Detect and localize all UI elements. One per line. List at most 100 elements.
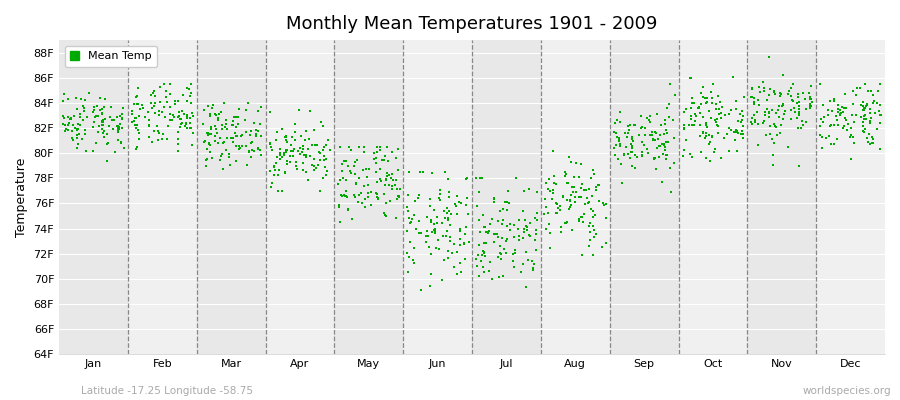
Point bbox=[454, 228, 468, 234]
Point bbox=[358, 204, 373, 210]
Point bbox=[344, 146, 358, 153]
Point bbox=[545, 189, 560, 196]
Point bbox=[87, 119, 102, 125]
Point bbox=[873, 102, 887, 108]
Point bbox=[345, 170, 359, 177]
Point bbox=[775, 102, 789, 109]
Point bbox=[443, 233, 457, 240]
Point bbox=[619, 144, 634, 150]
Point bbox=[734, 131, 749, 138]
Point bbox=[786, 98, 800, 104]
Point bbox=[471, 252, 485, 258]
Point bbox=[776, 72, 790, 78]
Point bbox=[705, 133, 719, 140]
Point bbox=[734, 108, 749, 114]
Point bbox=[448, 201, 463, 208]
Point bbox=[784, 93, 798, 99]
Point bbox=[248, 131, 263, 138]
Point bbox=[127, 118, 141, 124]
Point bbox=[224, 135, 238, 141]
Point bbox=[216, 166, 230, 172]
Point bbox=[591, 182, 606, 188]
Point bbox=[289, 162, 303, 169]
Point bbox=[554, 202, 568, 209]
Point bbox=[666, 135, 680, 142]
Point bbox=[702, 132, 716, 138]
Point bbox=[163, 91, 177, 98]
Point bbox=[56, 113, 70, 120]
Point bbox=[144, 91, 158, 98]
Point bbox=[93, 95, 107, 101]
Point bbox=[292, 107, 306, 113]
Point bbox=[617, 130, 632, 136]
Point bbox=[550, 210, 564, 216]
Point bbox=[804, 103, 818, 110]
Point bbox=[853, 102, 868, 109]
Point bbox=[211, 130, 225, 136]
Point bbox=[501, 200, 516, 206]
Point bbox=[487, 231, 501, 237]
Point bbox=[400, 250, 414, 256]
Point bbox=[418, 239, 433, 245]
Point bbox=[214, 108, 229, 115]
Point bbox=[207, 122, 221, 129]
Point bbox=[130, 92, 144, 99]
Point bbox=[110, 123, 124, 130]
Point bbox=[662, 101, 676, 108]
Point bbox=[317, 157, 331, 164]
Point bbox=[332, 219, 347, 225]
Point bbox=[283, 152, 297, 159]
Point bbox=[202, 112, 217, 119]
Point bbox=[634, 124, 648, 131]
Point bbox=[437, 207, 452, 214]
Point bbox=[636, 141, 651, 148]
Point bbox=[343, 168, 357, 174]
Point bbox=[724, 106, 738, 113]
Point bbox=[136, 105, 150, 112]
Point bbox=[357, 144, 372, 150]
Point bbox=[264, 143, 278, 150]
Point bbox=[729, 98, 743, 104]
Point bbox=[391, 186, 405, 192]
Point bbox=[547, 180, 562, 186]
Point bbox=[774, 90, 788, 97]
Point bbox=[748, 118, 762, 125]
Point bbox=[240, 162, 255, 169]
Point bbox=[347, 193, 362, 200]
Point bbox=[479, 228, 493, 235]
Point bbox=[378, 212, 392, 218]
Point bbox=[657, 131, 671, 137]
Point bbox=[428, 228, 443, 234]
Point bbox=[598, 215, 613, 221]
Point bbox=[213, 157, 228, 163]
Point bbox=[197, 139, 211, 146]
Point bbox=[858, 105, 872, 112]
Point bbox=[728, 106, 742, 112]
Point bbox=[612, 136, 626, 143]
Point bbox=[762, 92, 777, 98]
Point bbox=[336, 175, 350, 181]
Point bbox=[95, 118, 110, 125]
Point bbox=[72, 131, 86, 137]
Point bbox=[500, 223, 514, 229]
Point bbox=[320, 168, 334, 174]
Point bbox=[184, 100, 199, 106]
Point bbox=[714, 155, 728, 161]
Point bbox=[496, 217, 510, 223]
Point bbox=[78, 131, 93, 137]
Point bbox=[729, 126, 743, 133]
Point bbox=[685, 100, 699, 106]
Point bbox=[309, 164, 323, 171]
Point bbox=[198, 163, 212, 170]
Point bbox=[171, 98, 185, 104]
Point bbox=[342, 144, 356, 150]
Point bbox=[338, 177, 353, 183]
Point bbox=[794, 124, 808, 131]
Point bbox=[499, 250, 513, 256]
Point bbox=[449, 270, 464, 277]
Point bbox=[158, 88, 173, 94]
Point bbox=[702, 141, 716, 148]
Point bbox=[263, 140, 277, 147]
Point bbox=[430, 214, 445, 221]
Point bbox=[591, 182, 606, 188]
